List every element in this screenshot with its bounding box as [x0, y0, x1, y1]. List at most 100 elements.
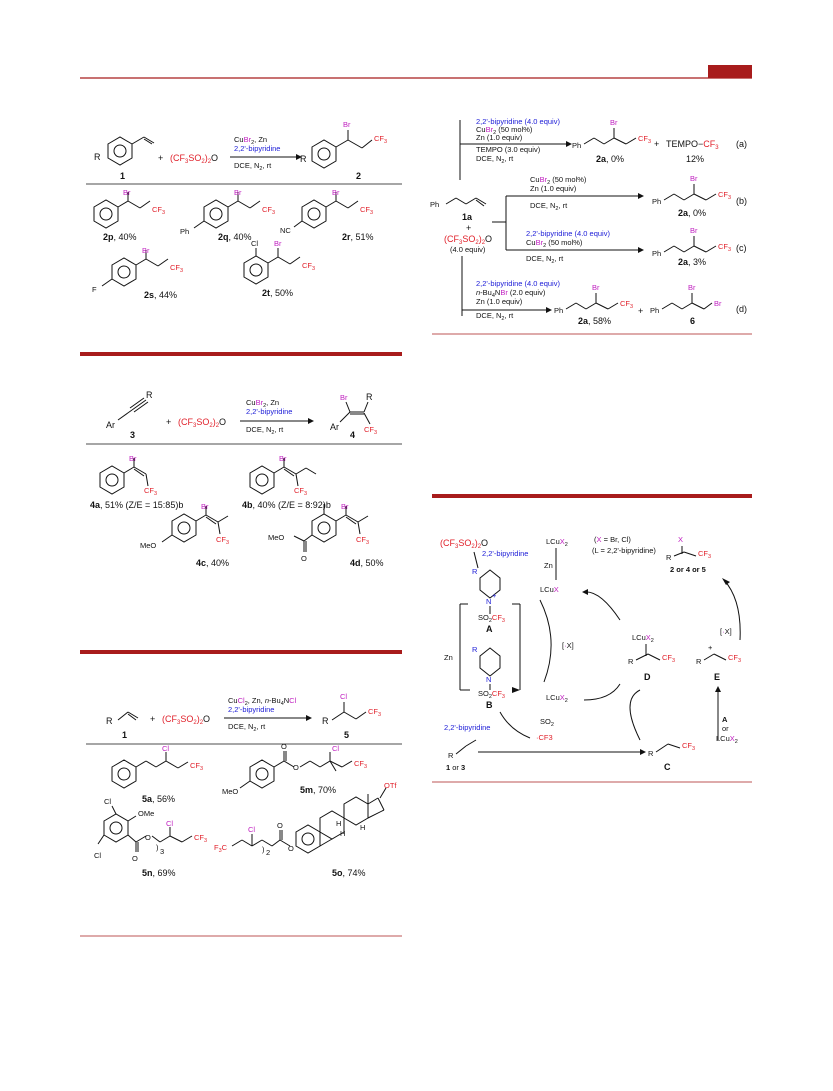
svg-text:R: R: [146, 390, 153, 400]
reactant-3-structure: R Ar: [106, 390, 153, 430]
svg-text:CuBr2, Zn: CuBr2, Zn: [234, 135, 267, 146]
svg-text:): ): [156, 843, 159, 852]
product-2p: Br CF3 2p, 40%: [93, 188, 165, 242]
svg-text:(X = Br, Cl): (X = Br, Cl): [594, 535, 631, 544]
product-4b: Br CF3 4b, 40% (Z/E = 8:92)b: [242, 454, 331, 510]
svg-text:2a, 58%: 2a, 58%: [578, 316, 611, 326]
svg-text:O: O: [145, 833, 151, 842]
id-2p: 2p: [103, 232, 114, 242]
mech-bipy-2: 2,2'-bipyridine: [444, 723, 490, 732]
yield-4a: 51% (Z/E = 15:85)b: [105, 500, 183, 510]
cf3-radical: ·CF3: [536, 733, 553, 742]
svg-text:4c, 40%: 4c, 40%: [196, 558, 229, 568]
svg-text:CF3: CF3: [194, 833, 207, 844]
product-5o: F3C Cl ) 2 O O OTf H: [214, 781, 397, 878]
svg-text:DCE, N2, rt: DCE, N2, rt: [234, 161, 272, 172]
svg-text:Br: Br: [690, 174, 698, 183]
product-2a-b: Ph Br CF3: [652, 174, 731, 206]
intermediate-D: LCuX2 R CF3 D: [628, 633, 675, 682]
svg-text:H: H: [336, 819, 341, 828]
svg-text:CF3: CF3: [718, 190, 731, 201]
svg-text:R: R: [666, 553, 672, 562]
svg-text:+: +: [466, 223, 471, 233]
svg-text:LCuX2: LCuX2: [716, 734, 738, 745]
svg-text:DCE, N2, rt: DCE, N2, rt: [476, 154, 514, 165]
svg-text:2a, 3%: 2a, 3%: [678, 257, 706, 267]
svg-text:2q, 40%: 2q, 40%: [218, 232, 252, 242]
svg-text:TEMPO−CF3: TEMPO−CF3: [666, 139, 719, 151]
svg-text:CuBr2 (50 mol%): CuBr2 (50 mol%): [530, 175, 587, 186]
svg-text:[·X]: [·X]: [720, 627, 732, 636]
svg-text:CF3: CF3: [360, 205, 373, 216]
id-2t: 2t: [262, 288, 270, 298]
svg-text:CF3: CF3: [190, 761, 203, 772]
cond-d-0: 2,2'-bipyridine (4.0 equiv): [476, 279, 560, 288]
svg-text:Br: Br: [610, 118, 618, 127]
svg-text:MeO: MeO: [268, 533, 284, 542]
header-tab: [708, 65, 752, 78]
svg-text:Ph: Ph: [652, 197, 661, 206]
svg-text:A: A: [486, 624, 493, 634]
cond-a-2: Zn (1.0 equiv): [476, 133, 523, 142]
svg-text:(CF3SO2)2O: (CF3SO2)2O: [444, 234, 492, 246]
scheme-alkene-chlorination: R 1 + (CF3SO2)2O CuCl2, Zn, n-Bu4NCl 2,2…: [86, 692, 402, 878]
svg-text:R: R: [628, 657, 634, 666]
svg-text:CF3: CF3: [728, 653, 741, 664]
svg-text:+: +: [654, 139, 659, 149]
svg-text:CF3: CF3: [698, 549, 711, 560]
cond-a-0: 2,2'-bipyridine (4.0 equiv): [476, 117, 560, 126]
product-6: Ph Br Br: [650, 283, 722, 315]
tag-b: (b): [736, 196, 747, 206]
product-2q: Br CF3 Ph 2q, 40%: [180, 188, 275, 242]
id-5n: 5n: [142, 868, 153, 878]
svg-text:+: +: [708, 643, 713, 652]
id-2r: 2r: [342, 232, 351, 242]
svg-text:5m, 70%: 5m, 70%: [300, 785, 336, 795]
svg-text:Cl: Cl: [104, 797, 111, 806]
yield-2r: 51%: [356, 232, 374, 242]
svg-text:Ar: Ar: [330, 422, 339, 432]
product-4d: Br CF3 MeO O 4d, 50%: [268, 502, 384, 568]
svg-text:O: O: [132, 854, 138, 863]
scheme-alkene-bromination: R 1 + (CF3SO2)2O CuBr2, Zn 2,2'-bipyridi…: [86, 120, 402, 300]
svg-text:CuBr2 (50 mol%): CuBr2 (50 mol%): [526, 238, 583, 249]
svg-text:SO2CF3: SO2CF3: [478, 689, 505, 700]
svg-text:Br: Br: [129, 454, 137, 463]
svg-text:CuBr2, Zn: CuBr2, Zn: [246, 398, 279, 409]
product-4c: Br CF3 MeO 4c, 40%: [140, 502, 229, 568]
svg-text:SO2: SO2: [540, 717, 554, 728]
svg-text:DCE, N2, rt: DCE, N2, rt: [246, 425, 284, 436]
svg-text:N: N: [486, 597, 491, 606]
svg-text:OMe: OMe: [138, 809, 154, 818]
svg-text:DCE, N2, rt: DCE, N2, rt: [530, 201, 568, 212]
svg-text:DCE, N2, rt: DCE, N2, rt: [228, 722, 266, 733]
section-bar-2: [80, 650, 402, 654]
product-5-structure: Cl CF3 R: [322, 692, 381, 726]
svg-text:CF3: CF3: [216, 535, 229, 546]
cond-c-0: 2,2'-bipyridine (4.0 equiv): [526, 229, 610, 238]
svg-text:Br: Br: [340, 393, 348, 402]
svg-text:): ): [262, 845, 265, 854]
svg-text:E: E: [714, 672, 720, 682]
svg-text:CF3: CF3: [354, 759, 367, 770]
svg-text:+: +: [638, 306, 643, 316]
svg-text:Ph: Ph: [572, 141, 581, 150]
svg-text:4d, 50%: 4d, 50%: [350, 558, 384, 568]
yield-5a: 56%: [157, 794, 175, 804]
tag-d: (d): [736, 304, 747, 314]
svg-text:MeO: MeO: [222, 787, 238, 796]
svg-text:Cl: Cl: [162, 744, 169, 753]
svg-text:Cl: Cl: [94, 851, 101, 860]
svg-text:CF3: CF3: [262, 205, 275, 216]
yield-4c: 40%: [211, 558, 229, 568]
yield-5n: 69%: [158, 868, 176, 878]
svg-text:NC: NC: [280, 226, 291, 235]
svg-text:O: O: [281, 742, 287, 751]
svg-text:LCuX2: LCuX2: [546, 693, 568, 704]
svg-text:R: R: [696, 657, 702, 666]
svg-text:Ph: Ph: [554, 306, 563, 315]
svg-text:CF3: CF3: [374, 134, 387, 145]
svg-text:Cl: Cl: [248, 825, 255, 834]
svg-text:LCuX2: LCuX2: [546, 537, 568, 548]
